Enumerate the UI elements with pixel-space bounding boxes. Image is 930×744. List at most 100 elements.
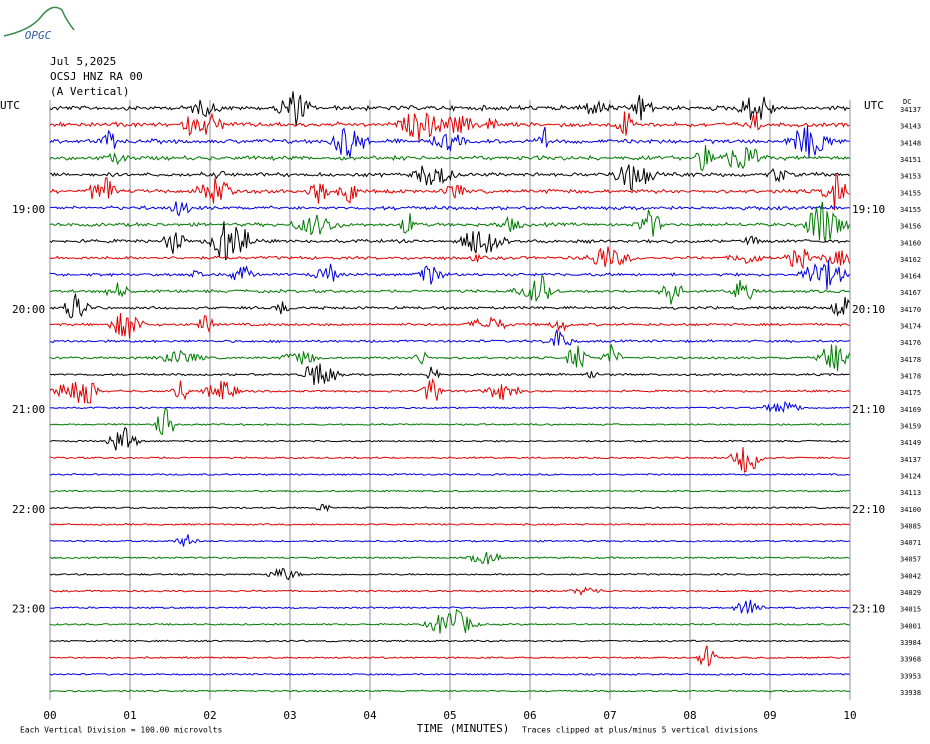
trace (49, 344, 850, 372)
hour-label: 23:00 (12, 603, 45, 616)
dc-value: 33953 (900, 672, 921, 680)
trace (49, 125, 850, 159)
right-axis-title: UTC (864, 99, 884, 112)
x-tick-label: 10 (843, 709, 856, 722)
dc-value: 34149 (900, 439, 921, 447)
hour-label: 20:10 (852, 303, 885, 316)
left-axis-title: UTC (0, 99, 20, 112)
dc-value: 34160 (900, 239, 921, 247)
component: (A Vertical) (50, 85, 129, 98)
x-tick-label: 07 (603, 709, 616, 722)
clip-note: Traces clipped at plus/minus 5 vertical … (522, 726, 758, 735)
trace (49, 689, 850, 693)
trace (49, 173, 850, 211)
dc-value: 34015 (900, 606, 921, 614)
x-tick-label: 00 (43, 709, 56, 722)
dc-value: 34156 (900, 223, 921, 231)
dc-value: 34155 (900, 206, 921, 214)
dc-value: 34137 (900, 456, 921, 464)
hour-label: 21:10 (852, 403, 885, 416)
dc-value: 34167 (900, 289, 921, 297)
trace (49, 259, 850, 290)
x-tick-label: 08 (683, 709, 696, 722)
trace (49, 489, 850, 493)
x-tick-label: 02 (203, 709, 216, 722)
trace (49, 534, 850, 547)
dc-value: 34178 (900, 356, 921, 364)
dc-value: 34151 (900, 156, 921, 164)
trace (49, 426, 850, 451)
x-tick-label: 05 (443, 709, 456, 722)
dc-value: 33984 (900, 639, 921, 647)
logo-text: OPGC (25, 29, 52, 42)
dc-value: 34153 (900, 173, 921, 181)
trace (49, 91, 850, 126)
trace (49, 363, 850, 386)
x-tick-label: 09 (763, 709, 776, 722)
hour-label: 21:00 (12, 403, 45, 416)
dc-value: 34057 (900, 556, 921, 564)
trace (49, 639, 850, 643)
dc-value: 33968 (900, 656, 921, 664)
dc-value: 34029 (900, 589, 921, 597)
trace (49, 164, 850, 192)
x-tick-label: 04 (363, 709, 377, 722)
hour-label: 20:00 (12, 303, 45, 316)
dc-value: 34100 (900, 506, 921, 514)
dc-value: 34137 (900, 106, 921, 114)
logo: OPGC (3, 6, 75, 42)
x-tick-label: 03 (283, 709, 296, 722)
trace (49, 406, 850, 436)
trace (49, 246, 850, 270)
dc-value: 34085 (900, 522, 921, 530)
dc-value: 34175 (900, 389, 921, 397)
dc-value: 34042 (900, 572, 921, 580)
trace (49, 608, 850, 634)
trace (49, 145, 850, 172)
dc-value: 34113 (900, 489, 921, 497)
trace (49, 400, 850, 414)
dc-value: 34155 (900, 189, 921, 197)
hour-label: 22:00 (12, 503, 45, 516)
dc-value: 34176 (900, 339, 921, 347)
hour-label: 19:00 (12, 203, 45, 216)
trace (49, 599, 850, 614)
trace (49, 447, 850, 473)
dc-value: 34148 (900, 139, 921, 147)
dc-value: 34169 (900, 406, 921, 414)
trace (49, 293, 850, 319)
dc-value: 33938 (900, 689, 921, 697)
trace (49, 313, 850, 339)
date: Jul 5,2025 (50, 55, 116, 68)
hour-label: 23:10 (852, 603, 885, 616)
dc-value: 34162 (900, 256, 921, 264)
dc-value: 34174 (900, 323, 921, 331)
dc-value: 34071 (900, 539, 921, 547)
station: OCSJ HNZ RA 00 (50, 70, 143, 83)
dc-value: 34159 (900, 422, 921, 430)
dc-value: 34143 (900, 123, 921, 131)
dc-value: 34124 (900, 472, 921, 480)
dc-value: 34170 (900, 306, 921, 314)
trace (49, 567, 850, 581)
trace (49, 522, 850, 526)
trace (49, 201, 850, 243)
trace (49, 274, 850, 305)
trace (49, 586, 850, 597)
x-axis-title: TIME (MINUTES) (417, 722, 510, 735)
trace (49, 329, 850, 346)
trace (49, 111, 850, 141)
trace (49, 503, 850, 513)
hour-label: 19:10 (852, 203, 885, 216)
hour-label: 22:10 (852, 503, 885, 516)
trace (49, 377, 850, 404)
trace (49, 221, 850, 261)
dc-value: 34001 (900, 622, 921, 630)
trace (49, 672, 850, 676)
trace (49, 645, 850, 667)
x-tick-label: 06 (523, 709, 536, 722)
trace (49, 201, 850, 217)
scale-note: Each Vertical Division = 100.00 microvol… (20, 726, 222, 735)
dc-title: DC (903, 98, 911, 106)
